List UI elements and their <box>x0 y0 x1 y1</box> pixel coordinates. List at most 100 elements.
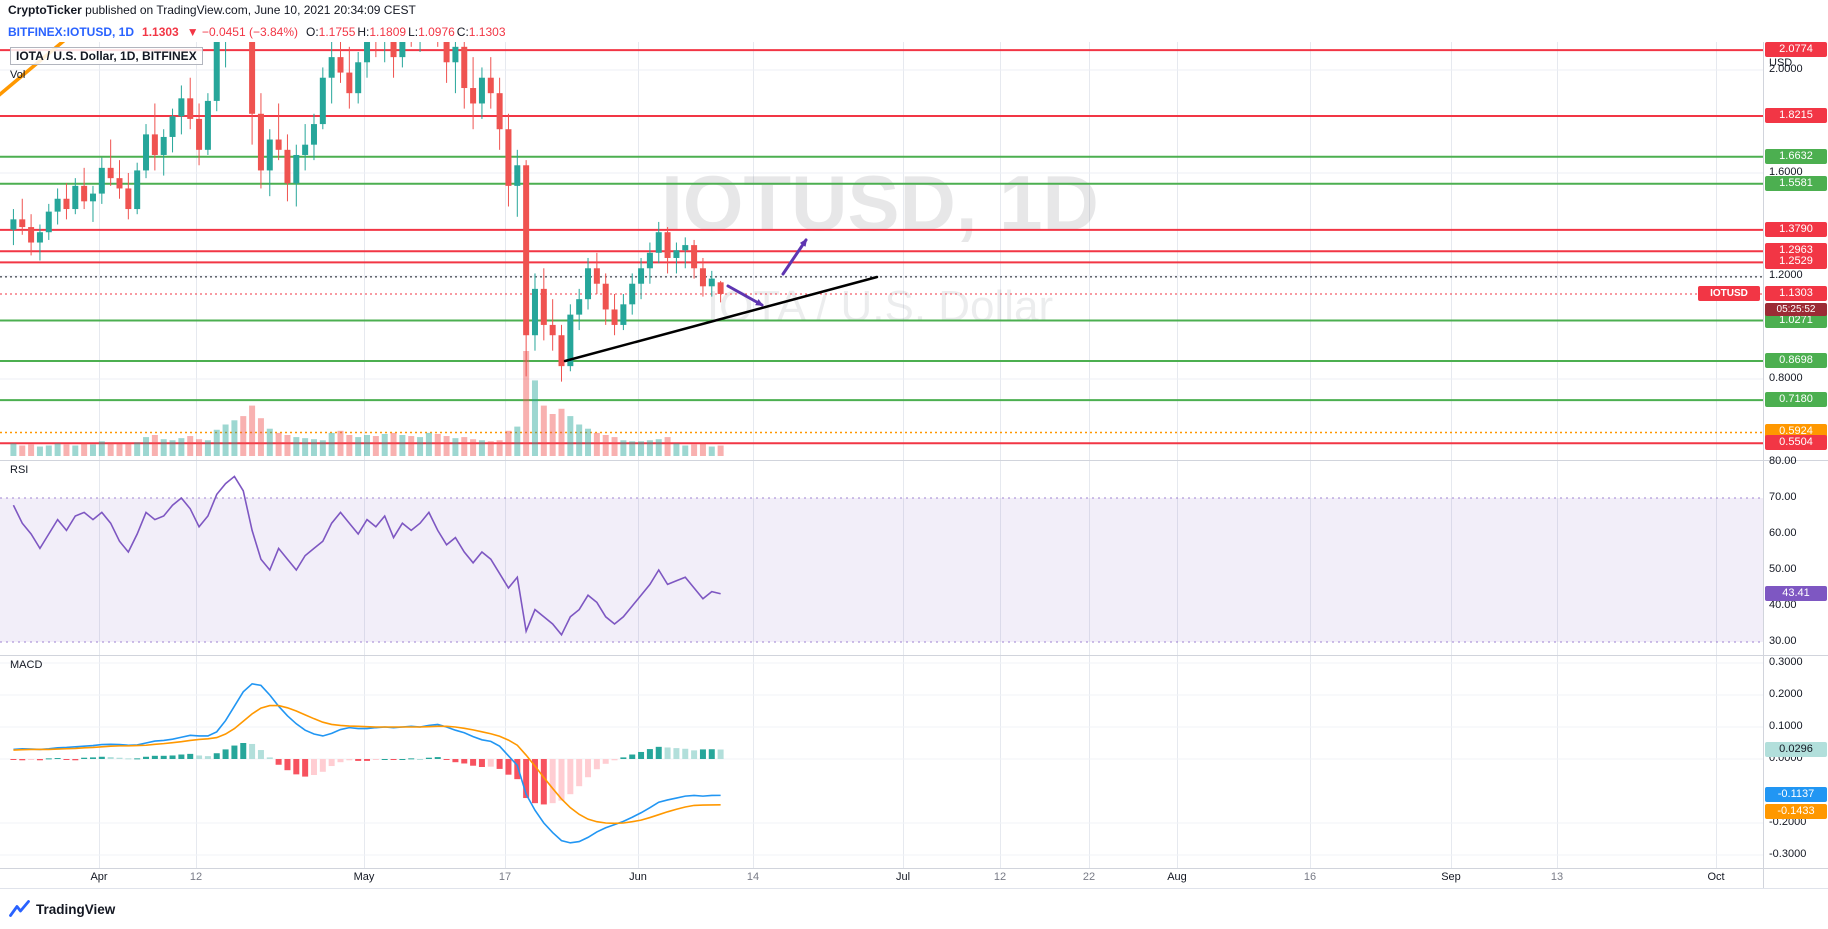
watermark-symbol: IOTUSD, 1D <box>661 159 1099 247</box>
macd-histogram-bar <box>72 759 79 761</box>
price-change: ▼ −0.0451 (−3.84%) <box>186 24 298 39</box>
candle-body <box>443 42 450 63</box>
byline-author: CryptoTicker <box>8 3 82 17</box>
candle-body <box>169 116 176 137</box>
volume-bar <box>682 445 689 456</box>
volume-bar <box>275 432 282 456</box>
volume-bar <box>151 435 158 456</box>
volume-bar <box>63 444 70 456</box>
candle-body <box>664 232 671 258</box>
candle-body <box>346 72 353 94</box>
candle-body <box>355 62 362 94</box>
bar-countdown: 05:25:52 <box>1765 302 1827 316</box>
volume-bar <box>266 428 273 456</box>
volume-bar <box>196 439 203 456</box>
macd-histogram-bar <box>249 743 256 759</box>
volume-bar <box>691 444 698 456</box>
time-axis[interactable]: Apr 12 May 17 Jun 14 Jul 12 22 Aug 16 Sep 13 Oct <box>0 868 1763 888</box>
rsi-pane-label[interactable]: RSI <box>10 464 29 476</box>
axis-tick: 2.0000 <box>1769 63 1803 75</box>
volume-bar <box>417 437 424 456</box>
legend-volume-label[interactable]: Vol <box>10 69 26 81</box>
tradingview-brand[interactable]: TradingView <box>36 901 116 917</box>
macd-histogram-bar <box>620 757 627 759</box>
volume-bar <box>337 430 344 456</box>
price-axis[interactable]: USD 2.0000 1.6000 1.2000 0.8000 80.00 70.00 60.… <box>1763 42 1828 888</box>
candle-body <box>364 42 371 63</box>
volume-bar <box>514 426 521 456</box>
symbol-link[interactable]: BITFINEX:IOTUSD, 1D <box>8 24 135 39</box>
chart-legend: IOTA / U.S. Dollar, 1D, BITFINEX Vol <box>10 47 203 81</box>
byline-text: published on TradingView.com, June 10, 2… <box>81 3 416 17</box>
legend-symbol-title[interactable]: IOTA / U.S. Dollar, 1D, BITFINEX <box>10 47 203 65</box>
level-badge-2.0774: 2.0774 <box>1765 42 1827 58</box>
candle-body <box>470 88 477 104</box>
volume-bar <box>10 443 17 456</box>
macd-histogram-bar <box>28 759 35 760</box>
candle-body <box>514 165 521 186</box>
axis-tick: 1.6000 <box>1769 166 1803 178</box>
candle-body <box>81 185 88 202</box>
volume-bar <box>399 435 406 456</box>
volume-bar <box>611 437 618 456</box>
macd-hist-badge: 0.0296 <box>1765 742 1827 757</box>
time-tick-Jul: Jul <box>895 871 911 883</box>
time-tick-16: 16 <box>1303 871 1317 883</box>
macd-histogram-bar <box>478 759 485 767</box>
macd-histogram-bar <box>231 745 238 759</box>
macd-histogram-bar <box>646 749 653 759</box>
candle-body <box>691 245 698 269</box>
volume-bar <box>470 439 477 456</box>
volume-bar <box>240 416 247 456</box>
volume-bar <box>36 446 43 456</box>
volume-bar <box>673 443 680 456</box>
ohlc-pair: H:1.1809 <box>357 25 406 39</box>
ohlc-pair: C:1.1303 <box>457 25 506 39</box>
candle-body <box>45 211 52 233</box>
volume-bar <box>28 444 35 456</box>
macd-histogram-bar <box>576 759 583 787</box>
macd-histogram-bar <box>222 749 229 759</box>
candle-body <box>638 268 645 284</box>
candles-layer <box>10 42 724 382</box>
volume-bar <box>231 420 238 456</box>
macd-histogram-bar <box>10 759 17 760</box>
level-badge-0.8698: 0.8698 <box>1765 353 1827 369</box>
volume-bar <box>143 437 150 456</box>
macd-histogram-bar <box>443 759 450 760</box>
macd-histogram-bar <box>98 756 105 759</box>
volume-bar <box>390 432 397 456</box>
time-tick-22: 22 <box>1082 871 1096 883</box>
candle-body <box>28 227 35 243</box>
volume-bar <box>204 440 211 456</box>
time-tick-Sep: Sep <box>1441 871 1461 883</box>
macd-histogram-bar <box>655 746 662 759</box>
volume-bar <box>302 438 309 456</box>
bounce-arrow-2 <box>781 238 808 276</box>
macd-histogram-bar <box>558 759 565 801</box>
level-badge-1.2529: 1.2529 <box>1765 254 1827 270</box>
candle-body <box>682 245 689 251</box>
time-tick-17: 17 <box>498 871 512 883</box>
time-tick-Apr: Apr <box>90 871 108 883</box>
macd-signal-line <box>13 704 721 825</box>
tradingview-logo-icon[interactable] <box>9 900 31 918</box>
candle-body <box>116 178 123 189</box>
level-badge-1.0271: 1.0271 <box>1765 312 1827 328</box>
macd-histogram-bar <box>337 759 344 763</box>
volume-bar <box>293 437 300 456</box>
candle-body <box>540 288 547 325</box>
macd-histogram-bar <box>682 748 689 759</box>
macd-pane-label[interactable]: MACD <box>10 659 43 671</box>
macd-histogram-bar <box>381 759 388 760</box>
candle-body <box>399 42 406 58</box>
macd-histogram-bar <box>89 757 96 759</box>
volume-bar <box>505 430 512 456</box>
macd-histogram-bar <box>514 759 521 780</box>
candle-body <box>10 219 17 230</box>
macd-layer <box>10 682 724 844</box>
axis-tick: 80.00 <box>1769 455 1797 467</box>
axis-tick: 40.00 <box>1769 599 1797 611</box>
ohlc-pair: L:1.0976 <box>408 25 455 39</box>
